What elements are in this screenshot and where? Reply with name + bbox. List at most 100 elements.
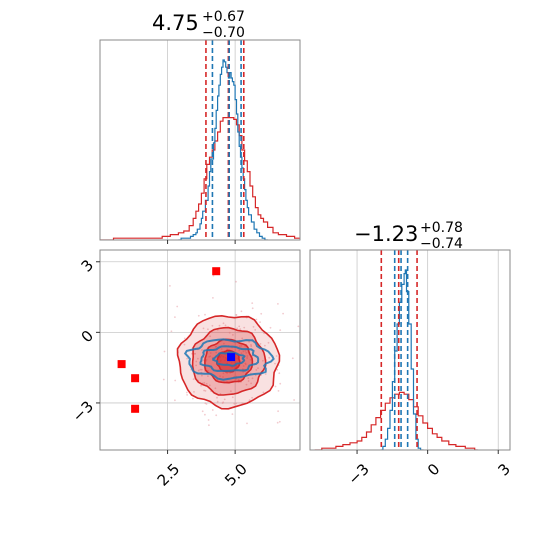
joint-scatter-point bbox=[205, 383, 208, 385]
joint-scatter-point bbox=[267, 341, 270, 344]
joint-red-square-marker bbox=[131, 404, 140, 413]
joint-scatter-point bbox=[169, 285, 171, 287]
joint-scatter-point bbox=[204, 413, 206, 416]
joint-scatter-point bbox=[218, 324, 221, 327]
joint-scatter-point bbox=[254, 329, 257, 331]
joint-red-square-marker bbox=[117, 360, 126, 369]
hist-param1-ticks bbox=[167, 240, 236, 244]
joint-scatter-point bbox=[259, 321, 261, 323]
joint-scatter-point bbox=[170, 330, 173, 333]
joint-scatter-point bbox=[260, 312, 263, 315]
joint-x-tick-label: 5.0 bbox=[221, 460, 251, 490]
joint-scatter-point bbox=[241, 337, 244, 340]
joint-scatter-point bbox=[163, 350, 166, 353]
hist-param1-title-plus: +0.67 bbox=[202, 9, 245, 25]
joint-blue-contours bbox=[183, 338, 275, 381]
hist-param2-quantile-lines bbox=[380, 250, 418, 450]
joint-scatter-point bbox=[338, 350, 340, 352]
joint-scatter-point bbox=[203, 389, 206, 392]
joint-scatter-point bbox=[251, 302, 254, 304]
joint-scatter-point bbox=[242, 350, 245, 353]
joint-scatter-point bbox=[186, 394, 189, 396]
joint-scatter-point bbox=[195, 360, 198, 363]
joint-scatter-point bbox=[207, 328, 209, 331]
joint-blue-contour-level bbox=[199, 345, 260, 373]
joint-scatter-point bbox=[239, 328, 242, 331]
joint-scatter-point bbox=[277, 390, 280, 392]
hist-param1-red-series bbox=[100, 117, 300, 240]
joint-scatter-point bbox=[216, 396, 218, 399]
joint-scatter-point bbox=[244, 350, 247, 352]
joint-scatter-point bbox=[249, 358, 252, 361]
joint-scatter-point bbox=[215, 414, 218, 417]
joint-scatter-point bbox=[240, 352, 243, 355]
joint-scatter-point bbox=[268, 356, 271, 359]
joint-scatter-point bbox=[162, 378, 165, 381]
joint-scatter-point bbox=[208, 424, 210, 427]
joint-red-contours bbox=[176, 314, 281, 410]
joint-scatter-point bbox=[209, 352, 212, 354]
joint-scatter-point bbox=[233, 402, 236, 405]
hist-param2-panel: −3 0 3 −1.23 +0.78 −0.74 bbox=[309, 220, 514, 488]
joint-scatter-point bbox=[220, 348, 223, 350]
joint-scatter-point bbox=[151, 451, 153, 453]
joint-scatter-point bbox=[201, 374, 203, 377]
joint-scatter-point bbox=[238, 349, 241, 352]
joint-scatter-point bbox=[276, 421, 279, 424]
joint-scatter-point bbox=[243, 326, 246, 329]
joint-scatter-point bbox=[274, 385, 277, 388]
hist-param2-title-plus: +0.78 bbox=[420, 220, 463, 236]
joint-scatter-point bbox=[242, 365, 245, 367]
joint-scatter-point bbox=[214, 387, 217, 390]
joint-scatter-point bbox=[250, 382, 253, 385]
joint-scatter-point bbox=[204, 390, 207, 392]
joint-scatter-point bbox=[214, 345, 217, 348]
joint-scatter-point bbox=[212, 297, 214, 299]
hist-param1-grid bbox=[167, 40, 236, 240]
joint-panel: 2.5 5.0 −3 0 3 bbox=[69, 249, 340, 490]
joint-scatter-point bbox=[255, 318, 258, 321]
joint-blue-contour-level bbox=[212, 351, 246, 367]
joint-scatter-point bbox=[202, 327, 205, 330]
joint-scatter-point bbox=[215, 351, 218, 354]
joint-scatter-point bbox=[291, 357, 294, 360]
hist-param2-red-series bbox=[314, 391, 478, 450]
joint-scatter-point bbox=[259, 343, 262, 345]
joint-scatter-point bbox=[264, 373, 267, 375]
joint-scatter-point bbox=[235, 402, 238, 405]
joint-y-tick-label: −3 bbox=[69, 397, 97, 425]
hist-param2-tick-label: 0 bbox=[424, 460, 443, 479]
joint-scatter-point bbox=[244, 362, 247, 365]
joint-scatter-point bbox=[277, 303, 279, 305]
joint-scatter-point bbox=[293, 399, 295, 401]
joint-scatter-point bbox=[183, 337, 186, 340]
hist-param2-tick-label: 3 bbox=[495, 460, 514, 479]
joint-red-square-marker bbox=[212, 267, 221, 276]
joint-scatter-point bbox=[231, 413, 234, 415]
joint-scatter-point bbox=[226, 372, 229, 374]
hist-param2-ticks: −3 0 3 bbox=[344, 450, 514, 488]
joint-scatter-point bbox=[219, 375, 221, 377]
joint-scatter-point bbox=[277, 410, 279, 413]
joint-scatter-point bbox=[255, 369, 258, 371]
joint-scatter-point bbox=[237, 379, 240, 381]
joint-scatter-point bbox=[278, 372, 281, 375]
joint-scatter-point bbox=[250, 344, 252, 346]
joint-scatter-point bbox=[228, 331, 231, 334]
joint-scatter-point bbox=[264, 344, 266, 347]
joint-scatter-point bbox=[195, 364, 198, 367]
joint-blue-square-marker bbox=[227, 353, 236, 362]
joint-scatter-point bbox=[246, 355, 249, 357]
joint-scatter-point bbox=[203, 382, 206, 384]
joint-scatter-point bbox=[282, 312, 284, 315]
joint-scatter-point bbox=[185, 391, 188, 394]
joint-scatter-point bbox=[224, 324, 227, 327]
joint-frame bbox=[99, 249, 301, 451]
joint-scatter-point bbox=[200, 384, 203, 387]
joint-scatter-point bbox=[204, 313, 206, 316]
joint-scatter-point bbox=[199, 368, 202, 371]
joint-scatter-point bbox=[200, 368, 203, 371]
hist-param1-title-minus: −0.70 bbox=[202, 25, 245, 41]
joint-scatter-point bbox=[205, 403, 208, 405]
joint-scatter-point bbox=[193, 391, 195, 393]
